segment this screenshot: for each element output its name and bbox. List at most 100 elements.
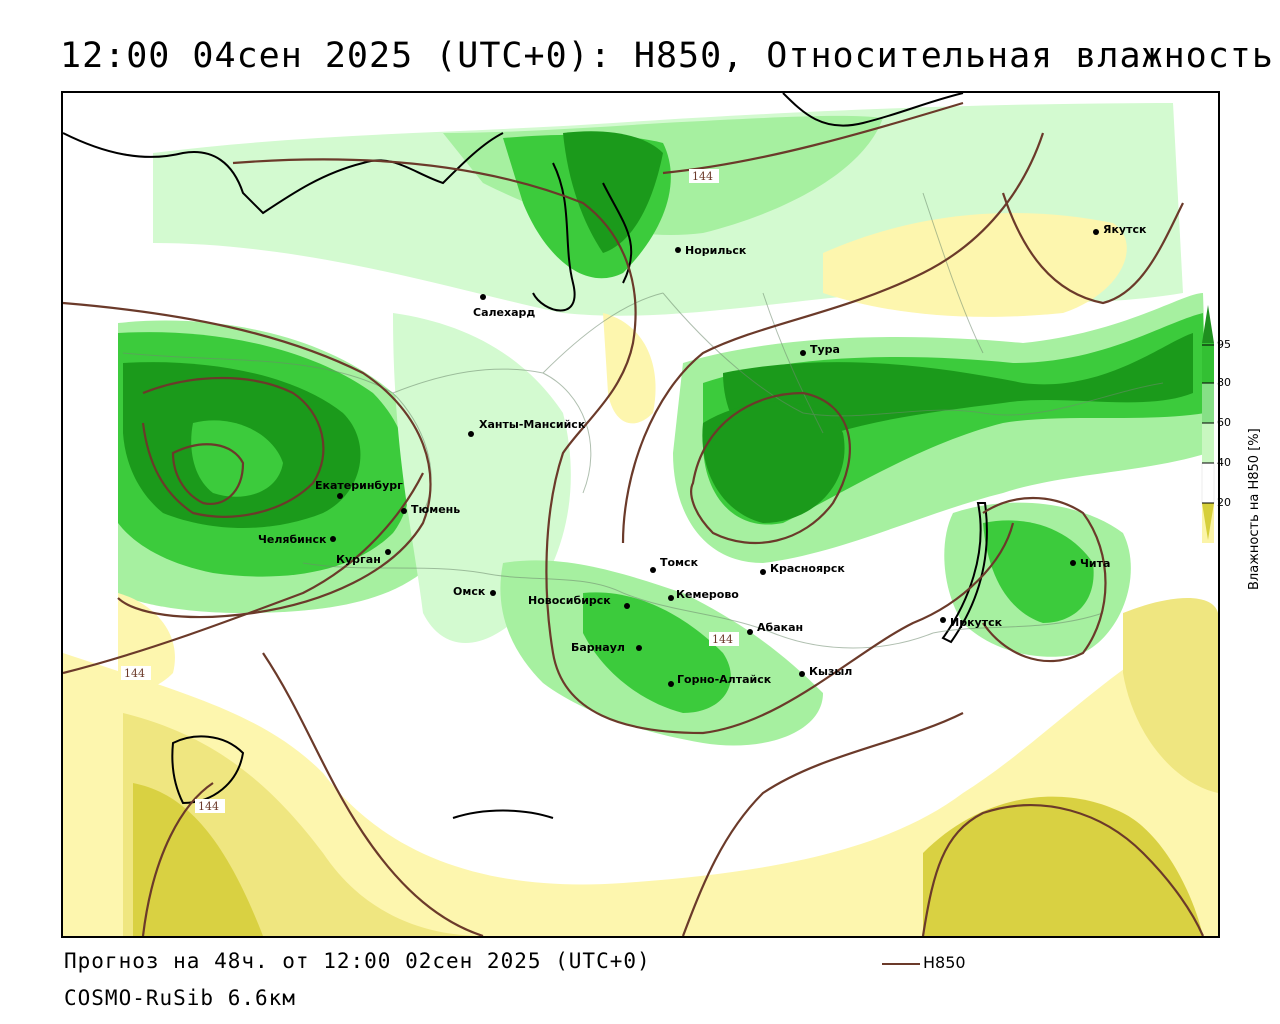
city-label-norilsk: Норильск [685,244,747,257]
isoline-label: 144 [712,633,733,646]
city-dot [668,681,674,687]
zone-dark-green-yamal [563,131,663,253]
h850-contour-10 [982,497,1107,663]
h850-contour-6 [662,101,964,175]
taymyr-coastline [782,93,964,127]
city-label-barnaul: Барнаул [571,641,625,654]
city-dot [636,645,642,651]
city-dot [385,549,391,555]
city-label-gorno-altaysk: Горно-Алтайск [677,673,772,686]
yamal-coastline [532,162,633,312]
city-label-novosibirsk: Новосибирск [528,594,611,607]
map-area: 144 144 144 144 Якутск Норильск Салехард… [61,91,1220,938]
city-dot [760,569,766,575]
city-dot [650,567,656,573]
isoline-label: 144 [692,170,713,183]
city-label-omsk: Омск [453,585,486,598]
humidity-map: 144 144 144 144 Якутск Норильск Салехард… [63,93,1218,936]
h850-contour-1 [63,301,432,619]
legend-line-label: H850 [923,953,966,972]
city-dot [337,493,343,499]
city-label-yekaterinburg: Екатеринбург [315,479,403,492]
h850-contours [63,101,1205,936]
northern-coastline [63,132,504,215]
isoline-label: 144 [124,667,145,680]
city-label-abakan: Абакан [757,621,803,634]
colorbar-segment-80 [1202,383,1214,423]
city-label-yakutsk: Якутск [1103,223,1147,236]
colorbar-title: Влажность на H850 [%] [1247,428,1262,590]
city-label-chita: Чита [1080,557,1110,570]
city-dot [490,590,496,596]
city-dot [624,603,630,609]
city-label-kurgan: Курган [336,553,381,566]
map-title: 12:00 04сен 2025 (UTC+0): H850, Относите… [60,36,1274,76]
city-dot [675,247,681,253]
city-dot [747,629,753,635]
city-dot [800,350,806,356]
city-dot [480,294,486,300]
h850-contour-3 [171,443,245,506]
zone-green-baikal [983,520,1094,623]
isoline-labels: 144 144 144 144 [121,169,739,813]
city-dot [668,595,674,601]
balkhash-outline [452,809,554,819]
zone-pale-green-central [393,313,571,643]
colorbar-bottom-arrow [1202,503,1214,540]
city-dot [468,431,474,437]
colorbar-tick-label: 20 [1217,496,1231,509]
colorbar-tick-label: 80 [1217,376,1231,389]
city-markers: Якутск Норильск Салехард Тура Ханты-Манс… [258,223,1147,687]
colorbar-svg: 95 80 60 40 20 Влажность на H850 [%] [1201,305,1262,590]
zone-yellow-east [1123,598,1218,793]
city-label-kemerovo: Кемерово [676,588,739,601]
h850-contour-4 [63,472,424,675]
city-dot [1093,229,1099,235]
isoline-label: 144 [198,800,219,813]
colorbar-segment-40 [1201,462,1215,504]
zone-olive-southwest [133,783,263,936]
city-label-khanty-mansiysk: Ханты-Мансийск [479,418,586,431]
colorbar-tick-label: 40 [1217,456,1231,469]
h850-contour-13 [681,712,964,936]
h850-contour-2 [141,376,325,518]
model-caption: COSMO-RuSib 6.6км [64,986,296,1010]
forecast-caption: Прогноз на 48ч. от 12:00 02сен 2025 (UTC… [64,949,651,973]
colorbar-segment-95 [1202,343,1214,383]
city-dot [330,536,336,542]
h850-contour-12 [141,782,214,936]
zone-green-south [583,592,731,713]
colorbar-tick-label: 60 [1217,416,1231,429]
zone-pale-yellow-west [118,593,175,690]
zone-olive-southeast [923,796,1203,936]
humidity-colorbar: 95 80 60 40 20 Влажность на H850 [%] [1198,305,1278,595]
legend-line-swatch [882,963,920,965]
zone-green-west-inner [191,420,283,497]
city-label-tura: Тура [810,343,840,356]
h850-contour-8 [690,391,851,545]
zone-pale-yellow-central [603,313,656,424]
city-dot [799,671,805,677]
h850-contour-14 [921,804,1205,936]
zone-pale-yellow-northeast [823,213,1127,317]
city-label-kyzyl: Кызыл [809,665,852,678]
city-label-tomsk: Томск [660,556,699,569]
city-label-tyumen: Тюмень [411,503,460,516]
city-label-chelyabinsk: Челябинск [258,533,327,546]
h850-contour-9 [1001,192,1184,305]
lake-baikal [941,502,988,644]
colorbar-tick-label: 95 [1217,338,1231,351]
h850-contour-7 [621,132,1045,544]
zone-dark-green-east-band [723,333,1193,453]
city-dot [401,508,407,514]
city-label-irkutsk: Иркутск [950,616,1003,629]
zone-dark-green-east-blob [702,401,845,523]
city-label-salekhard: Салехард [473,306,535,319]
city-dot [940,617,946,623]
colorbar-top-arrow [1202,305,1214,343]
city-dot [1070,560,1076,566]
city-label-krasnoyarsk: Красноярск [770,562,845,575]
h850-contour-11 [262,652,484,936]
h850-contour-5 [232,158,1015,735]
colorbar-segment-60 [1202,423,1214,463]
